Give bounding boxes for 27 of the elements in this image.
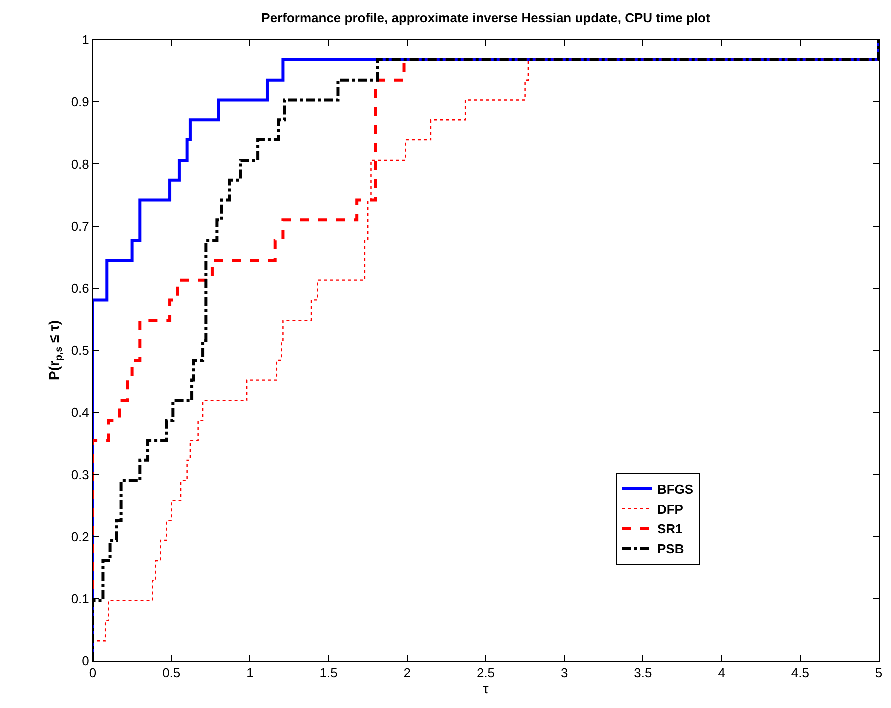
x-tick-label: 4.5: [791, 666, 810, 681]
y-tick-label: 0.3: [71, 467, 90, 482]
x-tick-label: 2: [404, 666, 412, 681]
legend-label: SR1: [657, 522, 683, 537]
x-tick-label: 3: [560, 666, 568, 681]
y-tick-label: 0.4: [71, 405, 90, 420]
x-tick-label: 1.5: [320, 666, 338, 681]
x-tick-label: 4: [718, 666, 726, 681]
legend-label: DFP: [657, 502, 684, 517]
y-tick-label: 0: [82, 654, 90, 669]
y-tick-label: 0.7: [71, 218, 90, 234]
y-tick-label: 0.8: [71, 156, 90, 172]
y-tick-label: 0.9: [71, 94, 90, 110]
y-tick-label: 0.5: [71, 343, 90, 358]
x-tick-label: 5: [875, 666, 883, 681]
y-tick-label: 1: [82, 32, 90, 48]
y-tick-label: 0.2: [71, 529, 90, 544]
y-tick-label: 0.6: [71, 280, 90, 296]
legend-label: PSB: [657, 542, 684, 557]
y-tick-label: 0.1: [71, 591, 90, 606]
x-axis-title: τ: [483, 680, 490, 697]
x-tick-label: 1: [246, 666, 254, 681]
legend-label: BFGS: [657, 482, 694, 497]
x-tick-label: 3.5: [634, 666, 652, 681]
x-tick-label: 2.5: [476, 666, 496, 681]
chart-title: Performance profile, approximate inverse Hessian update, CPU time plot: [262, 10, 711, 26]
x-tick-label: 0.5: [162, 666, 181, 681]
